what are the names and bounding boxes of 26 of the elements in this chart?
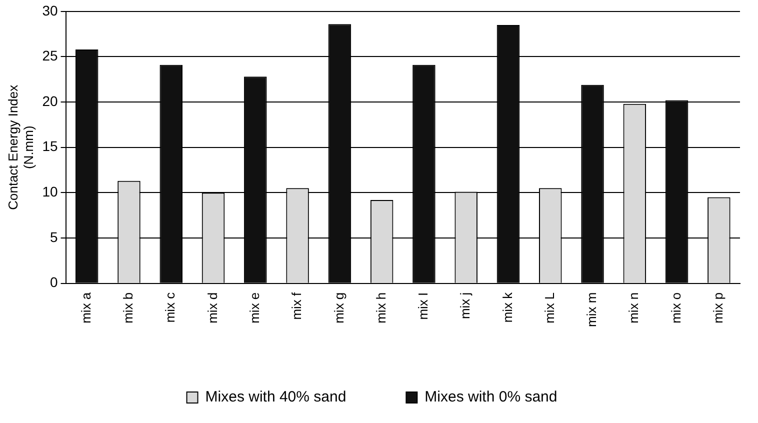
y-tick-label: 10: [42, 184, 58, 200]
x-tick-label: mix o: [668, 292, 684, 324]
y-tick-label: 15: [42, 138, 58, 154]
legend-label: Mixes with 0% sand: [424, 388, 558, 406]
y-tick-label: 20: [42, 92, 58, 109]
x-tick-label: mix b: [120, 292, 136, 324]
x-tick-label: mix c: [162, 292, 178, 323]
y-tick-label: 5: [50, 228, 58, 245]
x-tick-label: mix k: [500, 292, 515, 323]
y-tick-label: 30: [42, 2, 58, 18]
y-tick-label: 25: [42, 48, 58, 64]
y-axis-title: Contact Energy Index (N.mm): [5, 84, 36, 210]
x-tick-label: mix n: [626, 292, 642, 324]
x-tick-label: mix f: [289, 292, 304, 320]
x-tick-label: mix h: [373, 292, 388, 324]
legend-label: Mixes with 40% sand: [205, 388, 346, 406]
x-tick-label: mix p: [710, 292, 726, 324]
x-tick-label: mix m: [584, 292, 600, 328]
x-tick-label: mix j: [458, 292, 473, 320]
x-tick-label: mix L: [542, 292, 557, 324]
x-tick-label: mix d: [204, 292, 220, 324]
x-tick-label: mix I: [416, 292, 431, 320]
x-tick-label: mix a: [78, 292, 94, 324]
x-tick-label: mix e: [246, 292, 262, 324]
x-tick-label: mix g: [331, 292, 346, 324]
y-tick-label: 0: [50, 274, 58, 290]
